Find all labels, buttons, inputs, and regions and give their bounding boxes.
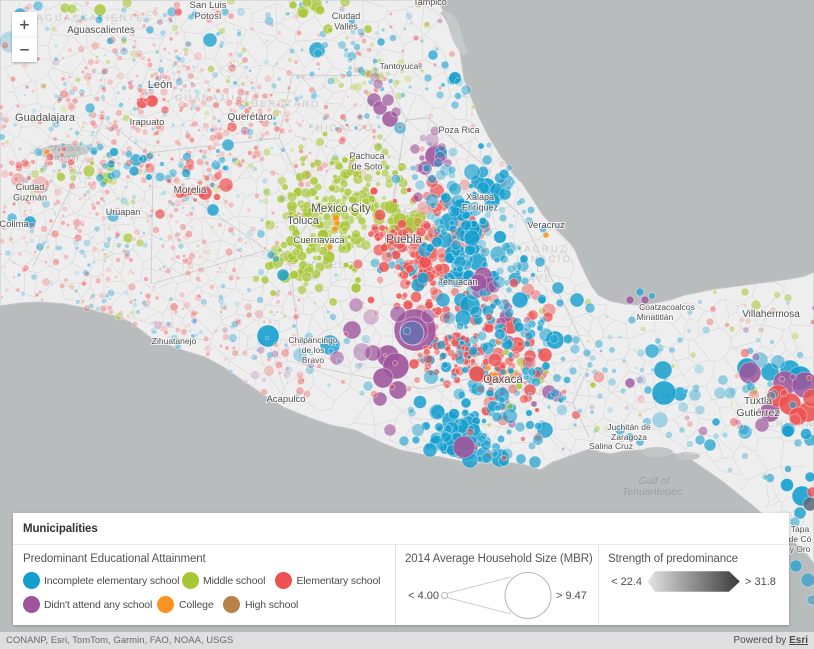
svg-text:> 31.8: > 31.8 [745, 576, 776, 588]
svg-text:Enríquez: Enríquez [462, 203, 499, 213]
svg-text:Querétaro: Querétaro [227, 112, 272, 123]
svg-text:Tehuantepec: Tehuantepec [622, 486, 683, 498]
svg-text:Acapulco: Acapulco [266, 394, 305, 405]
svg-text:Valles: Valles [334, 22, 358, 32]
svg-text:Xalapa: Xalapa [466, 192, 494, 202]
svg-text:Mexico City: Mexico City [311, 203, 371, 215]
svg-text:Ciudad: Ciudad [16, 182, 45, 192]
svg-text:Guzmán: Guzmán [13, 193, 47, 203]
svg-text:Salina Cruz: Salina Cruz [589, 441, 633, 451]
svg-text:AGUASCALIENTES: AGUASCALIENTES [37, 13, 154, 24]
svg-text:Gutiérrez: Gutiérrez [736, 407, 779, 419]
svg-text:Juchitán de: Juchitán de [607, 422, 651, 432]
svg-text:Minatitlán: Minatitlán [637, 312, 674, 322]
svg-text:TLAXCALA: TLAXCALA [371, 206, 437, 217]
svg-text:Pachuca: Pachuca [349, 151, 384, 161]
svg-text:y Oro: y Oro [790, 544, 811, 554]
svg-text:Aguascalientes: Aguascalientes [67, 25, 135, 36]
svg-text:Villahermosa: Villahermosa [742, 309, 800, 320]
svg-text:Oaxaca: Oaxaca [483, 374, 523, 386]
svg-text:Uruapan: Uruapan [106, 207, 141, 217]
svg-text:Guadalajara: Guadalajara [15, 112, 76, 124]
svg-text:Tantoyuca: Tantoyuca [380, 61, 419, 71]
svg-text:Cuernavaca: Cuernavaca [293, 235, 345, 246]
svg-text:Chilpancingo: Chilpancingo [288, 335, 337, 345]
svg-text:OAXACA: OAXACA [495, 385, 548, 396]
svg-text:San Luis: San Luis [190, 0, 227, 11]
svg-text:Toluca: Toluca [287, 215, 320, 227]
svg-text:Ciudad: Ciudad [332, 11, 361, 21]
svg-text:de Có: de Có [789, 534, 812, 544]
svg-text:Tehuacán: Tehuacán [438, 277, 477, 287]
svg-text:DE IGNACIO: DE IGNACIO [494, 254, 572, 265]
svg-text:Veracruz: Veracruz [527, 220, 565, 231]
svg-text:Puebla: Puebla [386, 234, 422, 246]
svg-text:< 22.4: < 22.4 [611, 576, 642, 588]
svg-text:León: León [148, 79, 172, 91]
svg-text:< 4.00: < 4.00 [408, 590, 439, 602]
svg-text:Zihuatanejo: Zihuatanejo [152, 336, 197, 346]
svg-text:LLAVE: LLAVE [513, 274, 553, 285]
svg-text:Morelia: Morelia [174, 185, 207, 196]
svg-text:DE LA: DE LA [514, 264, 552, 275]
svg-text:Tuxtla: Tuxtla [744, 395, 772, 407]
svg-text:> 9.47: > 9.47 [556, 590, 587, 602]
svg-text:Irapuato: Irapuato [130, 117, 165, 128]
svg-text:HIDALGO: HIDALGO [316, 123, 374, 134]
svg-text:Coatzacoalcos: Coatzacoalcos [639, 302, 695, 312]
svg-text:de Soto: de Soto [351, 162, 382, 172]
svg-text:Zaragoza: Zaragoza [611, 432, 647, 442]
svg-text:Poza Rica: Poza Rica [438, 125, 479, 135]
svg-text:Potosí: Potosí [195, 11, 222, 22]
svg-text:GUANAJUATO: GUANAJUATO [175, 93, 261, 104]
svg-text:Gulf of: Gulf of [639, 475, 671, 487]
svg-text:VERACRUZ: VERACRUZ [498, 244, 568, 255]
svg-text:Colima: Colima [0, 219, 29, 230]
svg-text:QUERÉTARO: QUERÉTARO [241, 99, 320, 110]
svg-text:Tampico: Tampico [413, 0, 447, 7]
svg-text:Chapala: Chapala [48, 143, 80, 153]
svg-text:de los: de los [302, 345, 325, 355]
svg-text:Tapa: Tapa [791, 524, 810, 534]
svg-text:Bravo: Bravo [302, 355, 324, 365]
svg-text:Lagoon: Lagoon [50, 152, 79, 162]
